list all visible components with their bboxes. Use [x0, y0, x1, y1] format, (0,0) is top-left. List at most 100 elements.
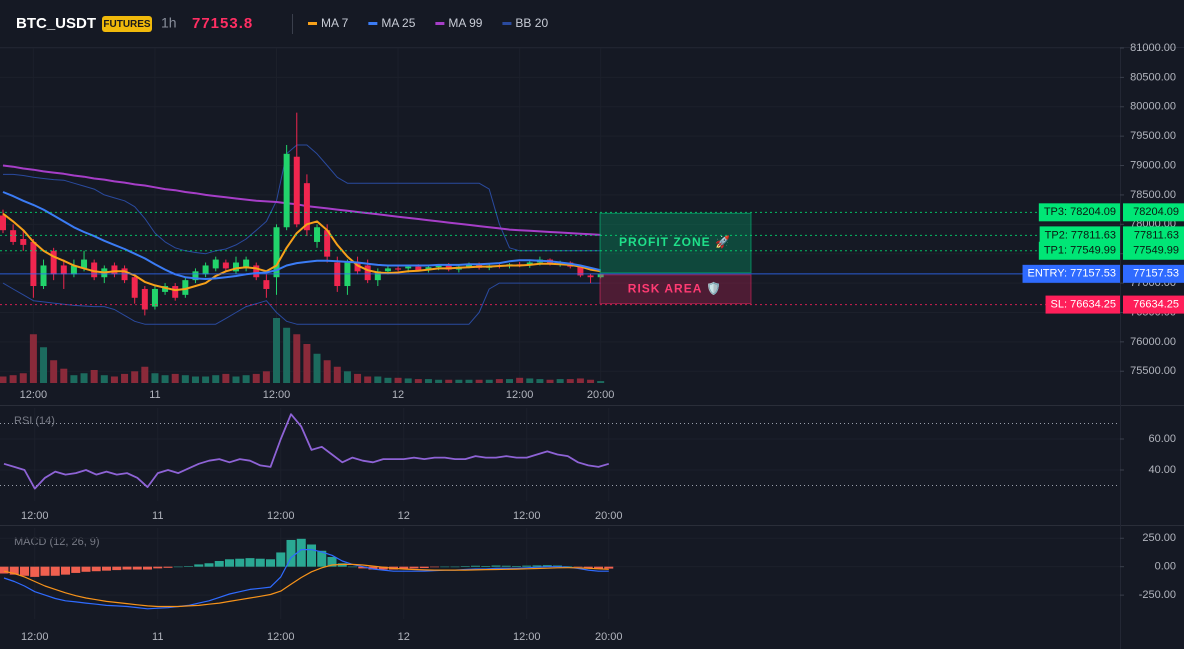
zone-label: PROFIT ZONE 🚀	[619, 235, 731, 249]
volume-bar	[121, 373, 129, 383]
macd-histogram-bar	[450, 566, 460, 568]
x-tick-label: 20:00	[595, 510, 623, 522]
volume-bar	[516, 377, 524, 383]
price-tag: 77811.63	[1134, 229, 1179, 241]
price-tag-bg	[1123, 264, 1184, 283]
volume-bar	[0, 376, 7, 383]
macd-histogram-bar	[317, 550, 327, 567]
macd-histogram-bar	[143, 566, 152, 570]
candle-body	[293, 156, 300, 225]
level-tag: SL: 76634.25 76634.25	[1045, 295, 1184, 314]
candle-body	[354, 262, 361, 272]
volume-bar	[455, 379, 463, 383]
zone	[599, 274, 752, 305]
macd-histogram-bar	[276, 552, 286, 567]
macd-histogram-bar	[430, 566, 439, 568]
x-tick-label: 11	[152, 631, 163, 643]
macd-histogram-bar	[173, 566, 183, 568]
macd-histogram-bar	[358, 566, 368, 569]
macd-line	[3, 563, 609, 608]
candle-body	[202, 265, 209, 275]
candle-body	[91, 262, 98, 278]
macd-histogram-bar	[81, 566, 91, 572]
macd-histogram-bar	[409, 566, 419, 569]
volume-bar	[171, 373, 179, 383]
badge-bg	[102, 16, 152, 32]
x-tick-label: 20:00	[587, 389, 615, 401]
volume-bar	[354, 373, 362, 383]
candle-body	[40, 265, 47, 287]
macd-histogram-bar	[542, 565, 552, 567]
volume-bar	[110, 376, 118, 383]
legend-label: BB 20	[515, 16, 548, 30]
y-tick-label: 78500.00	[1130, 189, 1176, 201]
x-tick-label: 11	[149, 389, 160, 401]
volume-bar	[232, 376, 240, 383]
macd-histogram-bar	[419, 566, 429, 569]
volume-bar	[202, 376, 210, 383]
candle-body	[415, 266, 422, 271]
volume-bar	[141, 366, 149, 383]
candle-body	[131, 277, 138, 298]
candle-body	[273, 227, 280, 278]
price-tag-bg	[1123, 241, 1184, 260]
macd-histogram-bar	[50, 566, 60, 576]
macd-histogram-bar	[9, 566, 19, 575]
volume-bar	[374, 376, 382, 383]
macd-histogram-bar	[91, 566, 101, 572]
x-tick-label: 20:00	[595, 631, 623, 643]
x-tick-label: 12	[398, 510, 410, 522]
legend-label: MA 7	[321, 16, 349, 30]
candle-body	[324, 230, 331, 257]
candle-body	[182, 280, 189, 295]
y-tick-label: 79000.00	[1130, 159, 1176, 171]
macd-histogram-bar	[368, 566, 378, 570]
candle-body	[587, 275, 594, 278]
volume-bar	[19, 373, 27, 383]
y-tick-label: 75500.00	[1130, 365, 1176, 377]
volume-bar	[364, 376, 372, 383]
volume-bar	[414, 379, 422, 383]
price-tag-bg	[1123, 203, 1184, 222]
candle-body	[435, 265, 442, 268]
candle-body	[81, 259, 88, 269]
volume-bar	[546, 379, 554, 383]
x-tick-label: 12:00	[263, 389, 291, 401]
level-tag-bg	[1045, 295, 1120, 314]
volume-bar	[191, 376, 199, 383]
volume-bar	[333, 366, 341, 383]
ma-line	[2, 212, 601, 292]
macd-histogram-bar	[440, 566, 450, 568]
x-tick-label: 12:00	[267, 510, 295, 522]
macd-histogram-bar	[594, 566, 603, 570]
x-tick-label: 11	[152, 510, 163, 522]
candle-body	[50, 250, 57, 275]
macd-histogram-bar	[225, 559, 234, 567]
volume-bar	[303, 344, 311, 383]
macd-histogram-bar	[255, 558, 265, 567]
candle-body	[314, 227, 321, 242]
candle-body	[70, 265, 77, 275]
candle-body	[405, 266, 412, 269]
level-tag-bg	[1022, 264, 1120, 283]
volume-bar	[587, 379, 595, 383]
price-tag: 77549.99	[1133, 245, 1179, 257]
volume-bar	[506, 379, 513, 383]
candle-body	[172, 286, 179, 298]
macd-histogram-bar	[40, 566, 50, 576]
macd-histogram-bar	[214, 560, 224, 567]
macd-histogram-bar	[378, 566, 388, 570]
legend-label: MA 99	[448, 16, 482, 30]
rsi-line	[3, 413, 610, 490]
macd-histogram-bar	[61, 566, 70, 575]
x-tick-label: 12:00	[506, 389, 534, 401]
macd-histogram-bar	[573, 566, 583, 568]
x-tick-label: 12:00	[267, 631, 295, 643]
volume-bar	[80, 373, 88, 383]
level-label: ENTRY: 77157.53	[1028, 268, 1116, 280]
volume-bar	[9, 375, 17, 383]
candle-body	[465, 264, 472, 267]
level-tag-bg	[1039, 226, 1120, 245]
candle-body	[10, 230, 17, 242]
